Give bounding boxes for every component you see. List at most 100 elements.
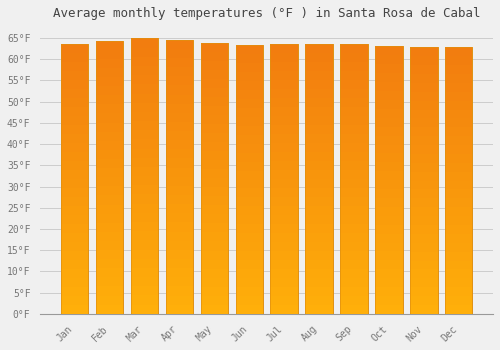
Bar <box>376 100 402 109</box>
Bar <box>96 86 123 95</box>
Bar <box>340 179 367 188</box>
Bar <box>130 103 158 112</box>
Bar <box>270 296 297 305</box>
Bar <box>130 240 158 250</box>
Bar <box>376 82 402 91</box>
Bar <box>410 101 438 110</box>
Bar <box>236 287 263 296</box>
Bar <box>166 40 193 49</box>
Bar <box>166 232 193 241</box>
Bar <box>445 127 472 136</box>
Bar <box>61 269 88 278</box>
Bar <box>270 251 297 260</box>
Bar <box>200 106 228 115</box>
Bar <box>306 107 332 116</box>
Bar <box>200 305 228 314</box>
Bar <box>376 153 402 162</box>
Bar <box>96 41 123 314</box>
Bar <box>445 74 472 83</box>
Bar <box>340 116 367 125</box>
Bar <box>61 170 88 178</box>
Bar <box>340 215 367 224</box>
Bar <box>96 268 123 277</box>
Bar <box>270 44 297 53</box>
Bar <box>445 270 472 278</box>
Bar <box>61 305 88 314</box>
Bar <box>340 197 367 206</box>
Bar <box>200 268 228 278</box>
Bar <box>306 125 332 134</box>
Bar <box>306 52 332 62</box>
Bar <box>166 186 193 195</box>
Bar <box>270 152 297 161</box>
Bar <box>376 225 402 233</box>
Bar <box>96 286 123 296</box>
Bar <box>61 287 88 296</box>
Bar <box>166 268 193 277</box>
Bar <box>166 104 193 113</box>
Bar <box>166 76 193 85</box>
Bar <box>340 80 367 89</box>
Bar <box>166 223 193 232</box>
Bar <box>445 207 472 216</box>
Bar <box>445 136 472 145</box>
Bar <box>200 205 228 215</box>
Bar <box>340 71 367 80</box>
Bar <box>340 251 367 260</box>
Bar <box>270 215 297 224</box>
Bar <box>306 206 332 215</box>
Bar <box>61 242 88 251</box>
Bar <box>200 43 228 52</box>
Bar <box>166 49 193 58</box>
Bar <box>130 84 158 93</box>
Bar <box>200 178 228 187</box>
Bar <box>130 222 158 231</box>
Bar <box>166 277 193 286</box>
Bar <box>410 47 438 314</box>
Bar <box>130 185 158 195</box>
Bar <box>270 170 297 179</box>
Bar <box>166 131 193 140</box>
Bar <box>236 144 263 153</box>
Bar <box>200 115 228 124</box>
Bar <box>445 47 472 314</box>
Bar <box>410 216 438 225</box>
Bar <box>61 43 88 314</box>
Bar <box>200 70 228 79</box>
Bar <box>340 152 367 161</box>
Bar <box>340 125 367 134</box>
Bar <box>376 91 402 100</box>
Bar <box>61 178 88 188</box>
Bar <box>200 196 228 205</box>
Bar <box>166 113 193 122</box>
Bar <box>270 161 297 170</box>
Bar <box>270 71 297 80</box>
Bar <box>376 127 402 135</box>
Bar <box>410 136 438 145</box>
Bar <box>166 149 193 159</box>
Bar <box>130 112 158 121</box>
Bar <box>340 224 367 233</box>
Bar <box>270 107 297 116</box>
Bar <box>306 197 332 206</box>
Bar <box>96 250 123 259</box>
Bar <box>236 99 263 108</box>
Bar <box>130 130 158 139</box>
Bar <box>410 198 438 207</box>
Bar <box>200 97 228 106</box>
Bar <box>376 260 402 269</box>
Bar <box>306 251 332 260</box>
Bar <box>376 118 402 127</box>
Bar <box>236 233 263 242</box>
Bar <box>270 125 297 134</box>
Bar <box>96 50 123 59</box>
Bar <box>130 195 158 204</box>
Bar <box>200 251 228 260</box>
Bar <box>236 72 263 81</box>
Bar <box>96 259 123 268</box>
Bar <box>445 278 472 287</box>
Bar <box>376 269 402 278</box>
Bar <box>445 260 472 270</box>
Bar <box>166 250 193 259</box>
Bar <box>340 305 367 314</box>
